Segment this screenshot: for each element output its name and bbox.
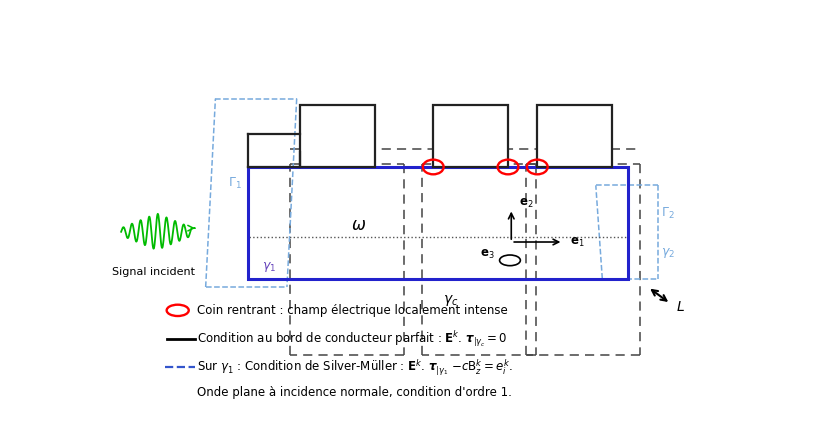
Text: $\Gamma_2$: $\Gamma_2$ xyxy=(661,206,675,221)
Text: $L$: $L$ xyxy=(675,300,685,314)
Text: $\mathbf{e}_2$: $\mathbf{e}_2$ xyxy=(519,197,534,210)
Circle shape xyxy=(499,255,520,266)
Text: $\gamma_1$: $\gamma_1$ xyxy=(263,260,276,274)
FancyBboxPatch shape xyxy=(300,105,375,167)
FancyBboxPatch shape xyxy=(537,105,612,167)
Text: Signal incident: Signal incident xyxy=(112,267,195,277)
Text: Sur $\gamma_1$ : Condition de Silver-Müller : $\mathbf{E}^k$. $\boldsymbol{\tau}: Sur $\gamma_1$ : Condition de Silver-Mül… xyxy=(197,357,513,377)
Text: Coin rentrant : champ électrique localement intense: Coin rentrant : champ électrique localem… xyxy=(197,304,508,317)
Text: $\gamma_c$: $\gamma_c$ xyxy=(445,156,458,168)
Text: $\Gamma_1$: $\Gamma_1$ xyxy=(228,176,242,191)
Text: $\gamma_2$: $\gamma_2$ xyxy=(661,246,675,259)
FancyBboxPatch shape xyxy=(433,105,508,167)
Text: Onde plane à incidence normale, condition d'ordre 1.: Onde plane à incidence normale, conditio… xyxy=(197,385,512,398)
Text: $\tau$: $\tau$ xyxy=(305,115,315,128)
Text: $\omega$: $\omega$ xyxy=(351,216,366,234)
Text: $\mathbf{e}_1$: $\mathbf{e}_1$ xyxy=(570,236,584,249)
Text: Condition au bord de conducteur parfait : $\mathbf{E}^k$. $\boldsymbol{\tau}_{|\: Condition au bord de conducteur parfait … xyxy=(197,329,508,349)
Text: $\gamma_c$: $\gamma_c$ xyxy=(443,293,459,308)
Text: $\mathbf{e}_3$: $\mathbf{e}_3$ xyxy=(481,248,495,261)
